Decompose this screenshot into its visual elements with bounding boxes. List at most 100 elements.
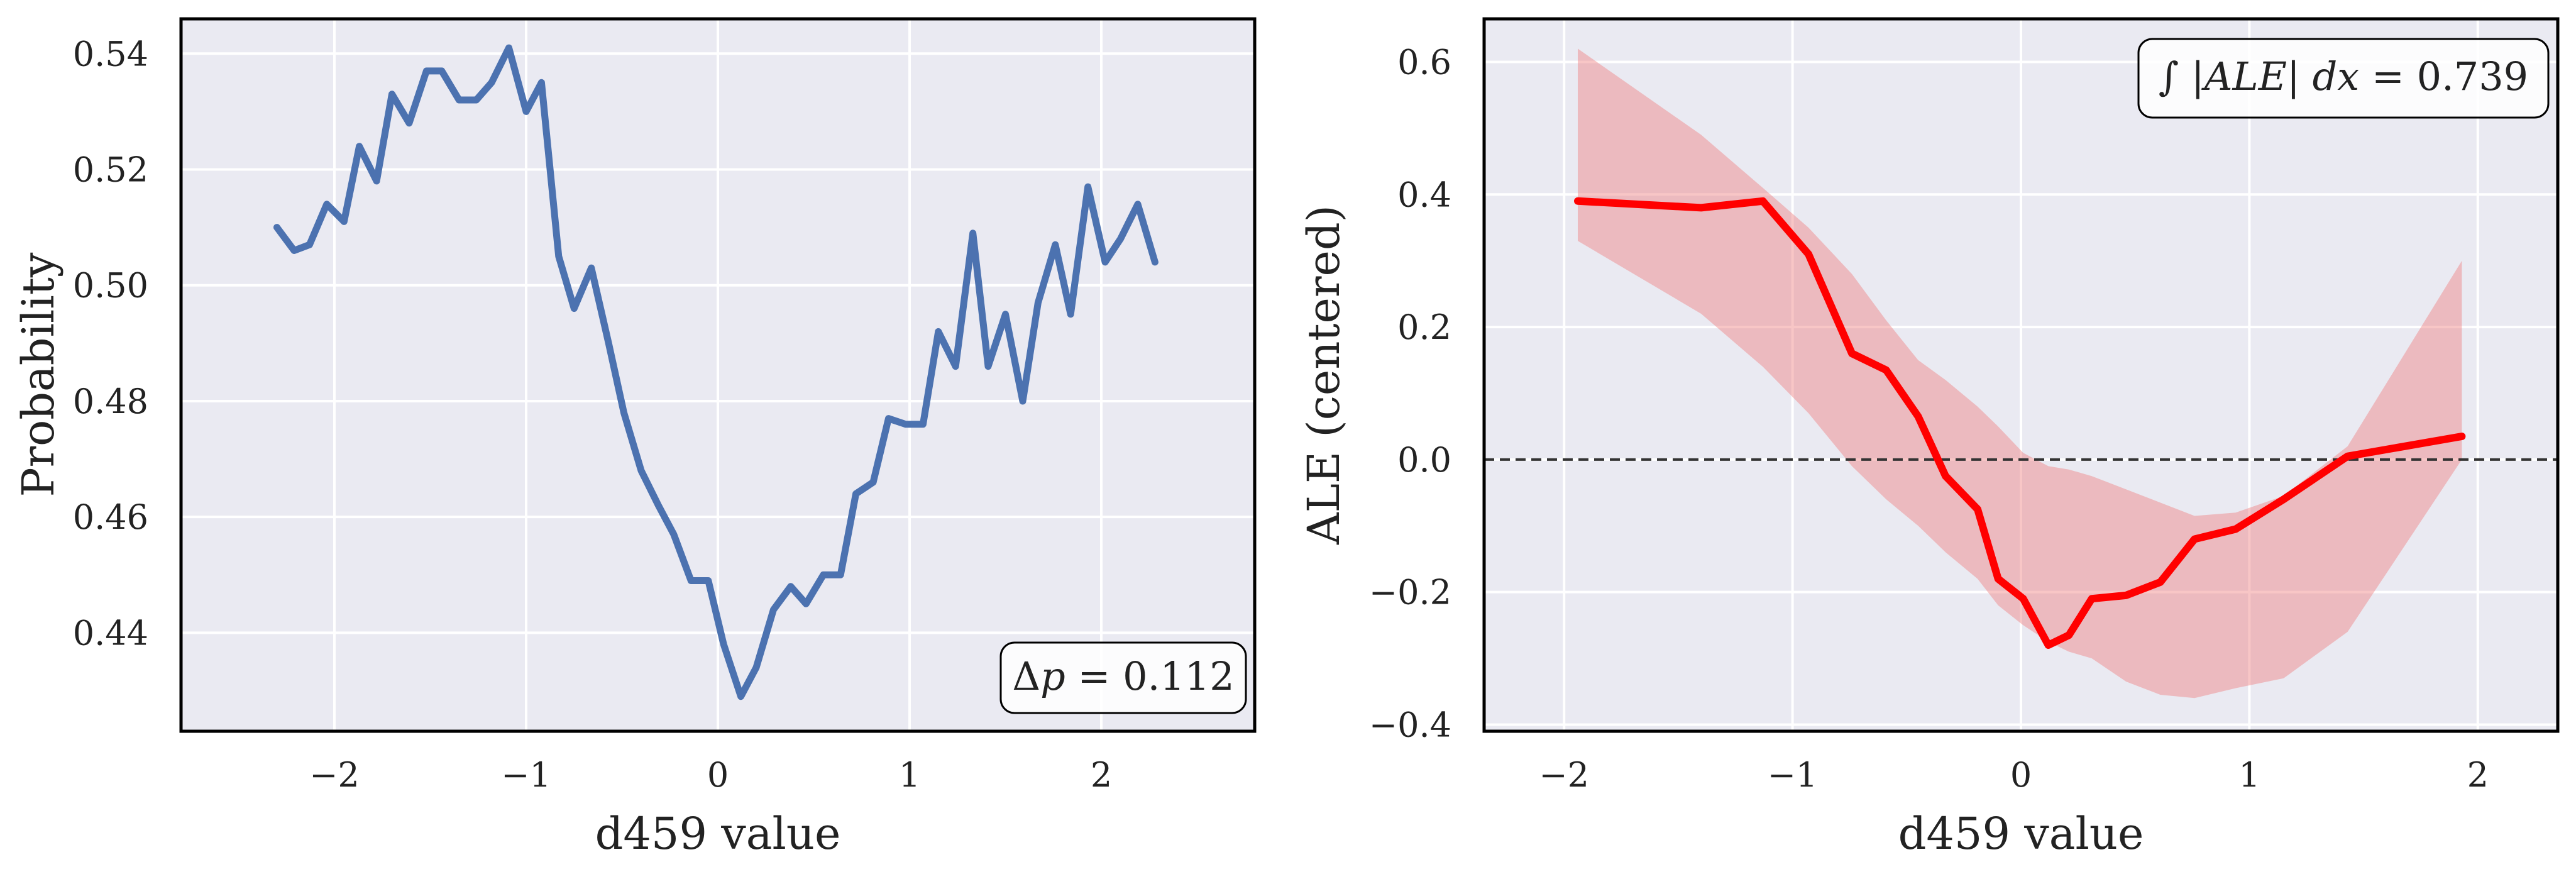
right-data-point (2047, 644, 2050, 646)
left-data-point (987, 365, 989, 368)
right-x-axis-label: d459 value (1898, 808, 2144, 860)
right-data-point (2125, 594, 2127, 597)
right-data-point (1851, 352, 1853, 355)
right-ticks: −2 −1 0 1 2 −0.4 −0.2 0.0 0.2 0.4 0.6 (1369, 43, 2489, 795)
right-x-tick-label: 0 (2010, 755, 2032, 795)
right-y-tick-label: 0.2 (1397, 307, 1451, 347)
right-data (1484, 48, 2558, 699)
left-y-tick-label: 0.52 (73, 150, 148, 189)
left-data-point (358, 145, 361, 148)
left-data-point (888, 417, 890, 420)
left-data-point (790, 585, 792, 588)
left-data-point (839, 573, 842, 576)
right-data-point (2067, 634, 2070, 636)
left-data-point (558, 255, 560, 258)
right-y-axis-label: ALE (centered) (1298, 205, 1350, 545)
left-data-point (937, 330, 940, 333)
right-data-point (1700, 206, 1702, 209)
left-grid (181, 19, 1255, 731)
left-axes-frame (179, 17, 1257, 733)
left-x-tick-label: 1 (899, 755, 920, 795)
left-annotation: Δp = 0.112 (999, 641, 1247, 714)
left-y-tick-label: 0.46 (73, 497, 148, 537)
left-data-point (673, 533, 675, 536)
left-data-point (822, 573, 825, 576)
right-y-tick-label: −0.4 (1369, 705, 1451, 744)
left-data-point (1137, 203, 1139, 206)
right-confidence-band (1578, 48, 2462, 699)
right-x-tick-label: 1 (2238, 755, 2260, 795)
right-data-point (1976, 508, 1979, 511)
left-data-point (408, 122, 410, 124)
left-data-point (343, 220, 345, 223)
right-data-point (2193, 538, 2196, 540)
right-data-point (2235, 528, 2237, 531)
left-data-point (573, 307, 575, 310)
left-data-point (1037, 301, 1039, 304)
left-data-point (590, 267, 593, 269)
right-x-tick-label: −2 (1539, 755, 1589, 795)
right-y-tick-label: 0.0 (1397, 440, 1451, 480)
left-data-point (954, 365, 957, 368)
left-data-point (326, 203, 328, 206)
left-x-tick-label: −2 (309, 755, 360, 795)
left-chart: −2 −1 0 1 2 0.44 0.46 0.48 0.50 0.52 0.54 d459 val… (13, 17, 1257, 860)
left-y-tick-label: 0.48 (73, 382, 148, 421)
left-y-tick-label: 0.50 (73, 266, 148, 306)
left-y-tick-label: 0.44 (73, 613, 148, 653)
left-data-point (1153, 261, 1156, 263)
left-data-point (855, 492, 857, 495)
left-data-point (657, 504, 659, 507)
right-annotation-box (2137, 38, 2550, 119)
left-data-point (905, 423, 907, 426)
left-x-axis-label: d459 value (595, 808, 841, 860)
left-data-point (1104, 261, 1106, 263)
left-data-point (508, 47, 510, 49)
right-axes-frame (1482, 17, 2560, 733)
right-y-tick-label: −0.2 (1369, 573, 1451, 612)
left-y-tick-label: 0.54 (73, 34, 148, 74)
left-data-point (1120, 238, 1122, 240)
right-grid (1484, 19, 2558, 731)
left-data-point (755, 666, 757, 669)
left-annotation-box (999, 641, 1247, 714)
left-data-point (607, 342, 610, 345)
right-data-point (2460, 435, 2463, 438)
left-data-point (458, 99, 460, 101)
left-data-point (375, 180, 378, 182)
right-data-point (2091, 597, 2093, 600)
left-data-point (540, 81, 542, 84)
left-annotation-text: Δp = 0.112 (1012, 653, 1234, 699)
left-data-point (805, 602, 807, 605)
left-data-point (1087, 185, 1089, 188)
right-data-point (2159, 581, 2162, 583)
left-data-point (640, 470, 642, 472)
left-y-axis-label: Probability (13, 252, 64, 497)
left-x-tick-label: 0 (707, 755, 729, 795)
right-data-point (1577, 200, 1579, 202)
right-data-point (1761, 200, 1764, 202)
left-data-point (441, 70, 443, 72)
left-data-point (391, 93, 394, 96)
right-data-point (1885, 369, 1888, 372)
left-data-point (690, 580, 692, 582)
left-data-point (1005, 313, 1007, 316)
left-data-point (525, 110, 527, 113)
left-data-point (1069, 313, 1072, 316)
right-data-point (1917, 415, 1920, 417)
right-y-tick-label: 0.4 (1397, 175, 1451, 214)
left-data-point (1054, 243, 1057, 246)
left-data (273, 44, 1159, 700)
right-annotation: ∫ |ALE| dx = 0.739 (2137, 38, 2550, 119)
right-chart: −2 −1 0 1 2 −0.4 −0.2 0.0 0.2 0.4 0.6 d459 value A… (1298, 17, 2560, 860)
left-data-point (623, 411, 625, 414)
left-data-point (722, 643, 725, 646)
left-data-point (773, 609, 775, 611)
right-data-point (1997, 578, 2000, 580)
left-data-point (490, 81, 493, 84)
right-data-point (2347, 455, 2349, 458)
left-data-point (707, 580, 710, 582)
left-x-tick-label: −1 (501, 755, 551, 795)
left-data-point (308, 243, 311, 246)
right-data-point (2022, 597, 2025, 600)
